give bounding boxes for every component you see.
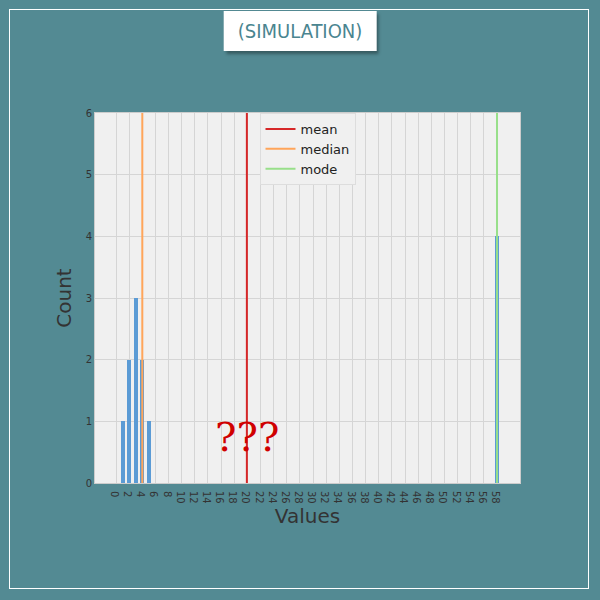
svg-text:Count: Count	[52, 268, 76, 328]
svg-text:mean: mean	[301, 122, 338, 137]
svg-text:4: 4	[135, 491, 146, 497]
svg-text:mode: mode	[301, 162, 338, 177]
svg-text:3: 3	[86, 293, 92, 304]
svg-text:22: 22	[254, 491, 265, 504]
svg-text:0: 0	[109, 491, 120, 497]
svg-text:54: 54	[464, 491, 475, 504]
svg-text:5: 5	[86, 169, 92, 180]
svg-text:20: 20	[240, 491, 251, 504]
svg-text:56: 56	[477, 491, 488, 504]
svg-text:30: 30	[306, 491, 317, 504]
svg-text:48: 48	[424, 491, 435, 504]
svg-text:8: 8	[162, 491, 173, 497]
svg-text:32: 32	[319, 491, 330, 504]
svg-text:Values: Values	[275, 504, 340, 528]
svg-text:12: 12	[188, 491, 199, 504]
svg-text:58: 58	[490, 491, 501, 504]
svg-text:10: 10	[175, 491, 186, 504]
svg-text:6: 6	[148, 491, 159, 497]
svg-text:44: 44	[398, 491, 409, 504]
svg-text:14: 14	[201, 491, 212, 504]
svg-text:42: 42	[385, 491, 396, 504]
svg-text:34: 34	[332, 491, 343, 504]
svg-text:50: 50	[437, 491, 448, 504]
svg-text:???: ???	[215, 414, 279, 460]
svg-text:38: 38	[359, 491, 370, 504]
svg-text:40: 40	[372, 491, 383, 504]
svg-text:2: 2	[122, 491, 133, 497]
svg-text:median: median	[301, 142, 350, 157]
svg-text:2: 2	[86, 354, 92, 365]
svg-text:52: 52	[451, 491, 462, 504]
svg-text:24: 24	[267, 491, 278, 504]
svg-text:28: 28	[293, 491, 304, 504]
svg-text:16: 16	[214, 491, 225, 504]
svg-text:36: 36	[346, 491, 357, 504]
svg-text:46: 46	[411, 491, 422, 504]
html-text:(SIMULATION): (SIMULATION)	[237, 19, 363, 43]
svg-text:6: 6	[86, 108, 92, 119]
svg-text:1: 1	[86, 416, 92, 427]
svg-text:18: 18	[227, 491, 238, 504]
svg-text:4: 4	[86, 231, 92, 242]
svg-text:0: 0	[86, 478, 92, 489]
svg-text:26: 26	[280, 491, 291, 504]
